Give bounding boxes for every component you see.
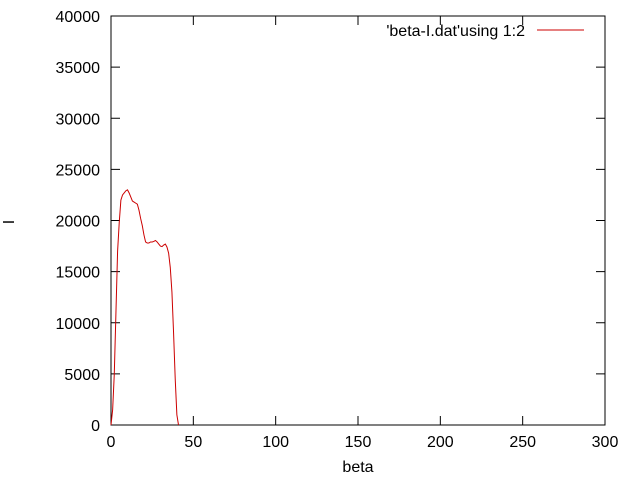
y-tick-label: 30000 <box>56 111 101 128</box>
x-tick-label: 50 <box>184 434 202 451</box>
y-tick-label: 0 <box>91 418 100 435</box>
plot-frame <box>110 15 606 426</box>
y-axis-label: I <box>1 220 18 224</box>
series-group <box>110 189 180 426</box>
x-tick-labels: 0 50 100 150 200 250 300 <box>107 434 619 451</box>
legend: 'beta-I.dat'using 1:2 <box>386 23 584 40</box>
y-tick-label: 15000 <box>56 265 101 282</box>
series-line-0 <box>110 189 180 426</box>
y-tick-label: 40000 <box>56 9 101 26</box>
x-tick-label: 250 <box>509 434 536 451</box>
y-tick-labels: 0 5000 10000 15000 20000 25000 30000 35000 40000 <box>56 9 101 435</box>
tick-marks <box>110 15 606 426</box>
x-tick-label: 150 <box>345 434 372 451</box>
x-tick-label: 200 <box>427 434 454 451</box>
y-tick-label: 25000 <box>56 162 101 179</box>
y-tick-label: 20000 <box>56 214 101 231</box>
x-tick-label: 0 <box>107 434 116 451</box>
x-tick-label: 100 <box>262 434 289 451</box>
legend-entry-label: 'beta-I.dat'using 1:2 <box>386 23 525 40</box>
x-axis-label: beta <box>342 459 373 476</box>
y-tick-label: 5000 <box>64 367 100 384</box>
y-tick-label: 10000 <box>56 316 101 333</box>
x-tick-label: 300 <box>592 434 619 451</box>
y-tick-label: 35000 <box>56 60 101 77</box>
